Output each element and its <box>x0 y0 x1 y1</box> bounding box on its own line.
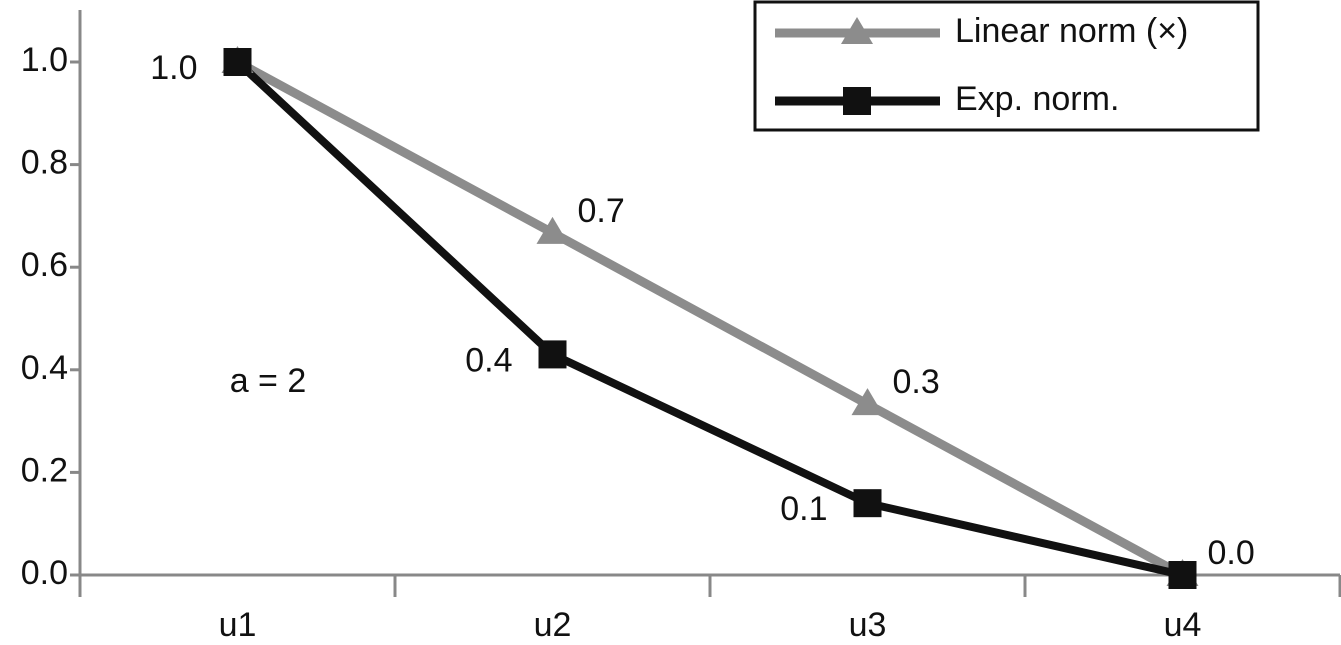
y-tick-label: 0.4 <box>21 349 68 387</box>
x-tick-label: u2 <box>534 606 572 644</box>
y-tick-label: 0.2 <box>21 451 68 489</box>
series-line <box>234 59 1184 579</box>
data-label: 0.1 <box>780 490 827 528</box>
y-tick-label: 0.8 <box>21 144 68 182</box>
data-label: 1.0 <box>150 49 197 87</box>
legend-box <box>753 0 1260 132</box>
series-line <box>235 58 1185 579</box>
data-label: 0.3 <box>893 363 940 401</box>
y-tick-label: 0.0 <box>21 554 68 592</box>
marker <box>536 216 569 244</box>
data-label: 0.4 <box>465 341 512 379</box>
marker <box>841 17 873 44</box>
y-tick-label: 1.0 <box>21 41 68 79</box>
marker <box>853 489 882 518</box>
marker <box>843 87 871 115</box>
y-tick-label: 0.6 <box>21 246 68 284</box>
marker <box>223 48 252 76</box>
legend-label: Linear norm (×) <box>955 12 1188 50</box>
x-tick-label: u4 <box>1164 606 1202 644</box>
legend: Linear norm (×) Exp. norm. <box>753 0 1260 132</box>
x-tick-label: u1 <box>219 606 257 644</box>
marker <box>538 340 567 369</box>
annotation: a = 2 <box>230 362 307 400</box>
marker <box>851 388 884 416</box>
legend-label: Exp. norm. <box>955 80 1119 118</box>
data-label: 0.0 <box>1208 534 1255 572</box>
x-tick-label: u3 <box>849 606 887 644</box>
marker <box>1168 561 1197 589</box>
data-label: 0.7 <box>578 192 625 230</box>
